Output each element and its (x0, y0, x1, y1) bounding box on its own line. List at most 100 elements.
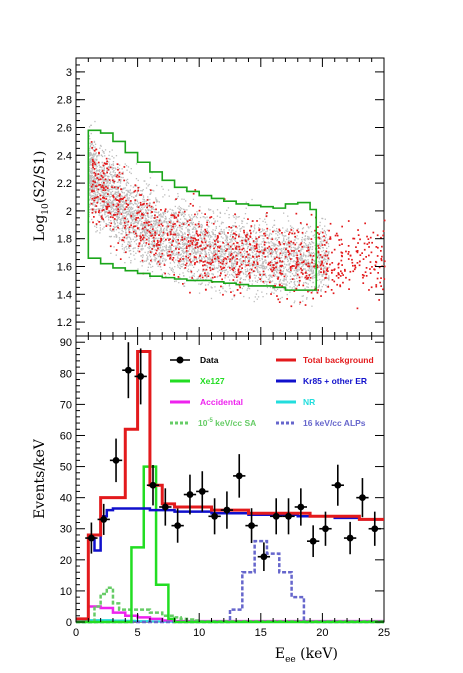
data-point (241, 248, 243, 251)
cloud-point (214, 234, 216, 236)
cloud-point (262, 238, 264, 240)
cloud-point (95, 159, 97, 161)
cloud-point (288, 271, 290, 273)
cloud-point (222, 269, 224, 272)
cloud-point (328, 279, 330, 281)
data-point (105, 205, 108, 208)
data-point (91, 208, 94, 211)
cloud-point (91, 177, 94, 179)
cloud-point (270, 256, 273, 258)
cloud-point (256, 268, 258, 270)
cloud-point (270, 281, 273, 283)
cloud-point (264, 259, 266, 261)
cloud-point (248, 241, 251, 243)
cloud-point (311, 268, 313, 270)
cloud-point (177, 259, 179, 262)
data-point (245, 236, 248, 238)
cloud-point (106, 195, 108, 198)
data-point (97, 196, 99, 198)
cloud-point (208, 234, 211, 236)
cloud-point (282, 243, 284, 245)
cloud-point (215, 243, 217, 245)
cloud-point (127, 241, 129, 243)
data-point (105, 225, 108, 227)
data-point (114, 213, 117, 216)
cloud-point (260, 280, 262, 283)
cloud-point (123, 209, 125, 212)
cloud-point (130, 212, 132, 214)
cloud-point (199, 277, 202, 280)
data-point (365, 267, 368, 269)
cloud-point (308, 254, 310, 256)
cloud-point (305, 254, 307, 257)
cloud-point (269, 249, 271, 251)
data-point (239, 286, 241, 289)
cloud-point (212, 242, 214, 244)
cloud-point (145, 229, 147, 231)
data-point (99, 178, 102, 181)
cloud-point (216, 259, 218, 261)
cloud-point (203, 256, 205, 258)
data-point (182, 223, 185, 225)
cloud-point (103, 167, 105, 169)
cloud-point (111, 149, 113, 151)
cloud-point (103, 175, 105, 177)
cloud-point (119, 203, 121, 206)
cloud-point (252, 254, 254, 257)
cloud-point (121, 204, 124, 206)
data-point (383, 219, 386, 222)
cloud-point (96, 224, 98, 226)
cloud-point (206, 230, 208, 232)
data-point (234, 213, 236, 216)
data-point (90, 185, 93, 188)
cloud-point (110, 174, 112, 176)
cloud-point (94, 148, 96, 151)
cloud-point (321, 242, 323, 245)
cloud-point (254, 224, 256, 226)
data-point (293, 250, 295, 252)
cloud-point (259, 264, 261, 267)
cloud-point (279, 285, 281, 287)
cloud-point (115, 196, 117, 198)
data-point (124, 217, 126, 220)
data-point (149, 251, 152, 253)
cloud-point (135, 252, 137, 254)
cloud-point (149, 254, 151, 256)
cloud-point (111, 214, 113, 217)
data-point (333, 280, 336, 283)
data-point (375, 246, 378, 248)
cloud-point (291, 241, 293, 244)
cloud-point (101, 161, 103, 163)
cloud-point (116, 225, 118, 228)
cloud-point (131, 220, 134, 222)
data-point (272, 230, 274, 233)
cloud-point (224, 277, 226, 279)
cloud-point (107, 181, 109, 183)
cloud-point (288, 263, 290, 265)
cloud-point (201, 231, 203, 233)
cloud-point (106, 180, 108, 182)
cloud-point (126, 181, 129, 183)
data-point (206, 232, 209, 234)
cloud-point (122, 171, 124, 173)
cloud-point (250, 226, 252, 228)
cloud-point (170, 217, 172, 219)
cloud-point (213, 252, 215, 254)
cloud-point (263, 229, 265, 231)
cloud-point (117, 217, 120, 219)
cloud-point (103, 194, 105, 196)
data-point (347, 251, 350, 253)
cloud-point (183, 208, 185, 210)
cloud-point (212, 252, 214, 255)
cloud-point (266, 255, 268, 258)
data-point (258, 251, 260, 253)
data-point (237, 268, 240, 271)
cloud-point (176, 197, 178, 199)
cloud-point (191, 224, 193, 226)
data-point (134, 199, 137, 201)
data-point (331, 279, 334, 281)
data-point (233, 294, 236, 297)
cloud-point (300, 256, 302, 258)
cloud-point (267, 255, 269, 257)
cloud-point (320, 246, 322, 248)
